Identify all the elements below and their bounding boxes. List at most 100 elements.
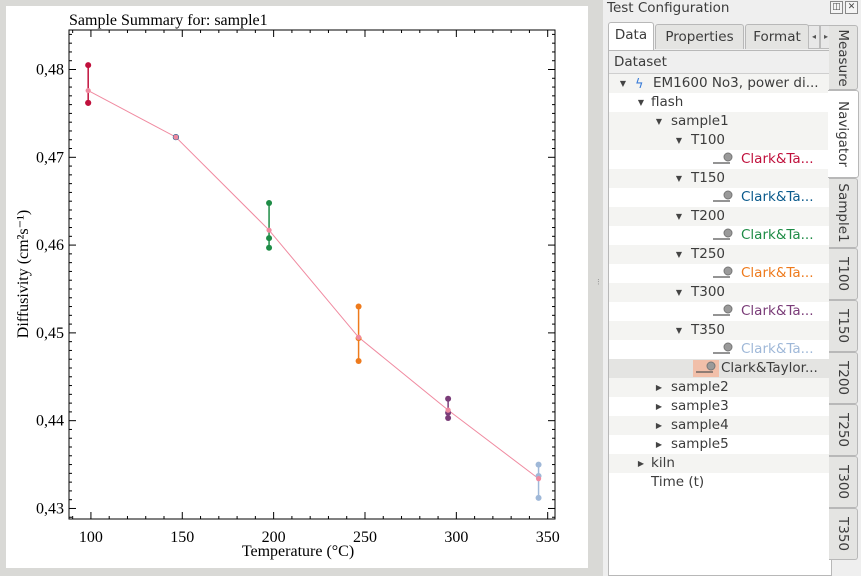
tree-label-temperature: T100 [691, 132, 726, 148]
expand-down-icon[interactable]: ▼ [637, 98, 645, 107]
data-point[interactable] [266, 235, 273, 242]
tree-item-t100[interactable]: ▼ T100 [609, 131, 831, 150]
mean-point[interactable] [355, 334, 362, 340]
y-tick-label: 0,48 [36, 62, 64, 79]
tree-item-result[interactable]: Clark&Ta... [609, 150, 831, 169]
tree-item-flash[interactable]: ▼ flash [609, 93, 831, 112]
tab-format[interactable]: Format [745, 24, 809, 49]
mean-point[interactable] [266, 227, 272, 233]
expand-right-icon[interactable]: ▶ [655, 402, 663, 411]
tree-label-root: EM1600 No3, power di... [653, 75, 819, 91]
tree-item-t350[interactable]: ▼ T350 [609, 321, 831, 340]
tree-label-sample1: sample1 [671, 113, 729, 129]
tab-properties[interactable]: Properties [655, 24, 744, 49]
tree-label-kiln: kiln [651, 455, 675, 471]
tree-label-temperature: T250 [691, 246, 726, 262]
data-point[interactable] [445, 415, 452, 422]
tree-item-kiln[interactable]: ▶ kiln [609, 454, 831, 473]
tree-item-time[interactable]: Time (t) [609, 473, 831, 492]
tab-scroll-left-icon[interactable]: ◂ [808, 25, 820, 49]
mean-point[interactable] [173, 134, 179, 140]
data-point[interactable] [266, 199, 273, 206]
expand-right-icon[interactable]: ▶ [637, 459, 645, 468]
tree-item-result[interactable]: Clark&Ta... [609, 188, 831, 207]
lightning-icon: ϟ [635, 77, 644, 92]
expand-right-icon[interactable]: ▶ [655, 440, 663, 449]
tree-label-temperature: T200 [691, 208, 726, 224]
tree-label-flash: flash [651, 94, 684, 110]
splitter-handle[interactable]: ⁝ [597, 278, 600, 288]
expand-down-icon[interactable]: ▼ [675, 136, 683, 145]
data-point[interactable] [355, 357, 362, 364]
dataset-tree[interactable]: Dataset ▼ ϟ EM1600 No3, power di... ▼ fl… [608, 50, 832, 576]
y-axis-label: Diffusivity (cm²s⁻¹) [15, 210, 32, 338]
data-point[interactable] [85, 99, 92, 106]
data-point[interactable] [266, 244, 273, 251]
tree-item-result[interactable]: Clark&Ta... [609, 264, 831, 283]
side-tab-measure[interactable]: Measure [829, 25, 858, 90]
data-point[interactable] [535, 494, 542, 501]
data-point[interactable] [85, 62, 92, 69]
tree-item-sample3[interactable]: ▶ sample3 [609, 397, 831, 416]
expand-down-icon[interactable]: ▼ [675, 250, 683, 259]
mean-point[interactable] [535, 476, 542, 482]
expand-right-icon[interactable]: ▶ [655, 383, 663, 392]
tree-item-t200[interactable]: ▼ T200 [609, 207, 831, 226]
expand-down-icon[interactable]: ▼ [675, 212, 683, 221]
expand-down-icon[interactable]: ▼ [619, 79, 627, 88]
side-tab-label: T300 [835, 464, 851, 500]
expand-down-icon[interactable]: ▼ [675, 288, 683, 297]
y-tick-label: 0,43 [36, 500, 64, 517]
side-tab-t250[interactable]: T250 [829, 404, 858, 456]
series-group [445, 395, 452, 422]
tree-item-t300[interactable]: ▼ T300 [609, 283, 831, 302]
tree-item-t150[interactable]: ▼ T150 [609, 169, 831, 188]
close-icon[interactable]: ✕ [845, 1, 858, 14]
data-point[interactable] [445, 395, 452, 402]
tree-item-sample4[interactable]: ▶ sample4 [609, 416, 831, 435]
series-group [172, 134, 179, 141]
side-tab-label: Sample1 [835, 183, 851, 243]
mean-point[interactable] [445, 407, 451, 413]
mean-point[interactable] [85, 87, 91, 94]
plot-canvas[interactable]: Sample Summary for: sample1 100 150 200 250… [6, 6, 588, 568]
tree-label-result: Clark&Ta... [741, 265, 814, 281]
tree-item-t250[interactable]: ▼ T250 [609, 245, 831, 264]
expand-right-icon[interactable]: ▶ [655, 421, 663, 430]
series-group [355, 303, 362, 364]
side-tab-label: Navigator [835, 100, 851, 168]
side-tab-sample1[interactable]: Sample1 [829, 178, 858, 248]
test-configuration-dock: Test Configuration ◫ ✕ Data Properties F… [603, 0, 861, 576]
tree-item-result[interactable]: Clark&Ta... [609, 302, 831, 321]
side-tab-t300[interactable]: T300 [829, 456, 858, 508]
restore-icon[interactable]: ◫ [830, 1, 843, 14]
expand-down-icon[interactable]: ▼ [675, 326, 683, 335]
x-tick-label: 150 [170, 529, 194, 546]
tree-item-sample1[interactable]: ▼ sample1 [609, 112, 831, 131]
tree-item-result[interactable]: Clark&Ta... [609, 226, 831, 245]
side-tab-t100[interactable]: T100 [829, 248, 858, 300]
data-point[interactable] [535, 461, 542, 468]
tree-label-summary: Clark&Taylor... [721, 360, 818, 376]
tree-item-result[interactable]: Clark&Ta... [609, 340, 831, 359]
tree-header: Dataset [609, 51, 831, 74]
summary-chart[interactable]: Sample Summary for: sample1 100 150 200 250… [6, 6, 588, 568]
expand-down-icon[interactable]: ▼ [675, 174, 683, 183]
tree-item-sample5[interactable]: ▶ sample5 [609, 435, 831, 454]
tree-item-root[interactable]: ▼ ϟ EM1600 No3, power di... [609, 74, 831, 93]
expand-down-icon[interactable]: ▼ [655, 117, 663, 126]
side-tab-bar: Measure Navigator Sample1 T100 T150 T200 T250 T… [828, 22, 859, 576]
chart-title: Sample Summary for: sample1 [69, 12, 268, 29]
tree-item-summary[interactable]: Clark&Taylor... [609, 359, 831, 378]
side-tab-t150[interactable]: T150 [829, 300, 858, 352]
x-tick-label: 100 [79, 529, 103, 546]
tree-item-sample2[interactable]: ▶ sample2 [609, 378, 831, 397]
tree-label-result: Clark&Ta... [741, 189, 814, 205]
x-axis-label: Temperature (°C) [242, 543, 354, 560]
side-tab-t200[interactable]: T200 [829, 352, 858, 404]
tab-data[interactable]: Data [608, 22, 654, 50]
trend-line [87, 90, 539, 480]
side-tab-t350[interactable]: T350 [829, 508, 858, 560]
data-point[interactable] [355, 303, 362, 310]
side-tab-navigator[interactable]: Navigator [828, 90, 859, 178]
